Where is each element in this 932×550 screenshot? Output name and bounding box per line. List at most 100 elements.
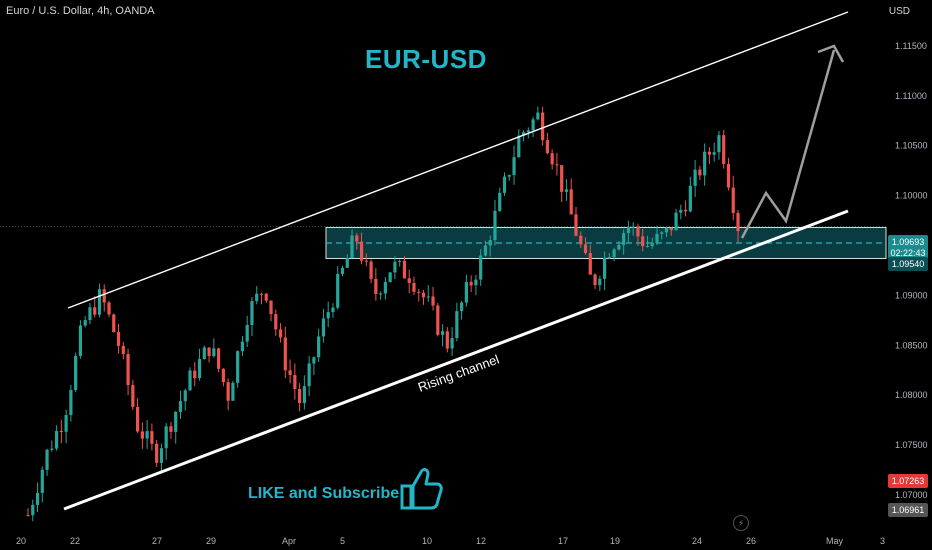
candle-body	[54, 430, 59, 449]
candle-body	[564, 189, 569, 192]
candle-body	[88, 307, 92, 321]
candle-body	[703, 151, 707, 176]
candle-body	[707, 151, 712, 155]
currency-label: USD	[888, 6, 910, 17]
candle-body	[421, 292, 426, 298]
candle-body	[345, 258, 349, 268]
candle-body	[274, 314, 278, 330]
candle-body	[688, 185, 692, 212]
candle-body	[369, 261, 373, 279]
candle-body	[298, 389, 302, 404]
countdown-tag: 02:22:43	[888, 246, 928, 260]
candle-body	[331, 307, 335, 313]
y-tick-label: 1.11000	[895, 91, 927, 101]
candle-body	[440, 331, 445, 335]
candle-body	[393, 261, 397, 273]
candle-body	[398, 260, 402, 262]
candle-body	[212, 348, 216, 357]
candle-body	[64, 415, 68, 432]
zone-low-tag: 1.09540	[888, 257, 928, 271]
candle-body	[426, 296, 430, 298]
candle-body	[293, 375, 297, 390]
y-tick-label: 1.07500	[895, 440, 928, 450]
candle-body	[502, 176, 507, 193]
candle-body	[97, 289, 102, 315]
candle-body	[45, 449, 49, 470]
x-tick-label: Apr	[282, 536, 296, 546]
candle-body	[135, 406, 140, 432]
candle-body	[617, 244, 621, 250]
candle-body	[255, 293, 259, 302]
y-tick-label: 1.08000	[895, 390, 928, 400]
candle-body	[359, 241, 364, 261]
x-tick-label: 27	[152, 536, 162, 546]
candle-body	[207, 347, 211, 357]
candle-body	[574, 214, 578, 236]
candle-body	[479, 255, 483, 280]
candle-body	[93, 307, 97, 315]
candle-body	[121, 345, 125, 355]
candle-body	[526, 130, 530, 133]
candle-body	[679, 209, 683, 213]
candle-body	[560, 165, 564, 192]
candle-body	[269, 300, 273, 315]
candle-body	[641, 236, 645, 247]
candle-body	[445, 331, 449, 349]
candle-body	[31, 504, 35, 516]
candle-body	[455, 311, 459, 339]
candle-body	[631, 226, 635, 228]
x-tick-label: 29	[206, 536, 216, 546]
candle-body	[622, 233, 626, 245]
red-price-tag: 1.07263	[888, 474, 928, 488]
candle-body	[474, 279, 478, 286]
y-tick-label: 1.11500	[895, 41, 927, 51]
gray-price-tag: 1.06961	[888, 503, 928, 517]
candle-body	[174, 411, 178, 432]
candle-body	[155, 443, 159, 463]
projection-path	[740, 49, 836, 239]
candle-body	[107, 302, 111, 315]
candle-body	[483, 245, 488, 256]
candle-body	[407, 278, 411, 284]
candle-body	[159, 448, 164, 463]
candle-body	[402, 260, 407, 279]
candle-body	[517, 135, 521, 158]
candle-body	[126, 354, 130, 386]
candle-body	[231, 382, 235, 401]
lightning-icon[interactable]: ⚡	[733, 515, 749, 531]
candle-body	[536, 112, 540, 120]
candle-body	[202, 347, 206, 360]
projection-arrowhead	[817, 44, 845, 63]
candle-body	[512, 157, 516, 176]
candle-body	[169, 426, 173, 432]
candle-body	[317, 336, 321, 358]
candle-body	[326, 312, 330, 319]
candle-body	[388, 272, 392, 282]
candle-body	[541, 112, 545, 141]
candle-body	[116, 331, 121, 346]
y-tick-label: 1.10000	[895, 191, 928, 201]
candle-body	[245, 324, 249, 342]
candle-body	[717, 135, 721, 153]
current-price-tag: 1.09693	[888, 235, 928, 249]
candle-body	[259, 293, 264, 295]
symbol-line: Euro / U.S. Dollar, 4h, OANDA	[6, 5, 155, 17]
candle-body	[350, 235, 354, 259]
candle-body	[102, 289, 106, 303]
candle-body	[593, 274, 597, 286]
candle-body	[112, 314, 116, 332]
candle-body	[569, 189, 573, 215]
candle-body	[164, 426, 168, 449]
candle-body	[545, 140, 549, 154]
candle-body	[488, 240, 492, 246]
x-tick-label: May	[826, 536, 844, 546]
candle-body	[498, 192, 502, 211]
candle-body	[312, 357, 316, 364]
candle-body	[240, 341, 245, 352]
x-tick-label: 10	[422, 536, 432, 546]
x-tick-label: 17	[558, 536, 568, 546]
candle-body	[302, 386, 306, 404]
candle-body	[226, 382, 230, 401]
candle-body	[450, 338, 454, 349]
